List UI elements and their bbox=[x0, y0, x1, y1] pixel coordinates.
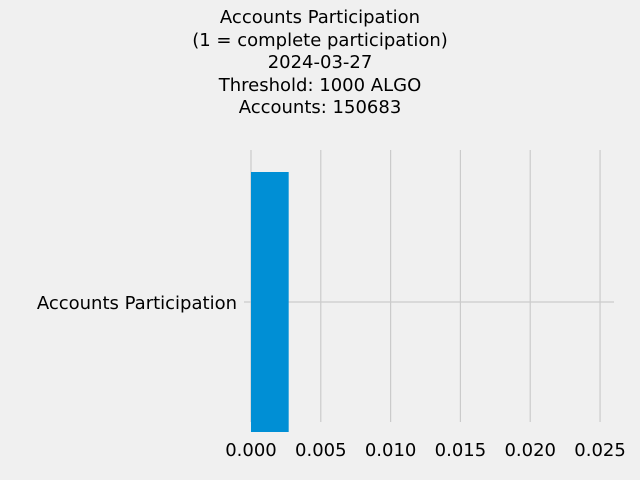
x-tick-label: 0.000 bbox=[225, 440, 277, 461]
title-line-1: Accounts Participation bbox=[219, 7, 421, 28]
x-tick-labels: 0.000 0.005 0.010 0.015 0.020 0.025 bbox=[225, 440, 626, 461]
x-tick-label: 0.025 bbox=[574, 440, 626, 461]
y-tick-labels: Accounts Participation bbox=[37, 293, 237, 314]
grid bbox=[244, 150, 614, 422]
x-tick-label: 0.010 bbox=[365, 440, 417, 461]
title-line-4: Threshold: 1000 ALGO bbox=[218, 74, 422, 96]
title-line-5: Accounts: 150683 bbox=[238, 97, 402, 118]
chart-title: Accounts Participation (1 = complete par… bbox=[0, 7, 640, 120]
bars bbox=[250, 172, 289, 432]
title-line-3: 2024-03-27 bbox=[267, 52, 373, 73]
title-line-2: (1 = complete participation) bbox=[192, 29, 448, 51]
x-tick-label: 0.015 bbox=[435, 440, 487, 461]
bar bbox=[250, 172, 289, 432]
y-tick-label: Accounts Participation bbox=[37, 293, 237, 314]
x-tick-label: 0.005 bbox=[295, 440, 347, 461]
x-tick-label: 0.020 bbox=[504, 440, 556, 461]
